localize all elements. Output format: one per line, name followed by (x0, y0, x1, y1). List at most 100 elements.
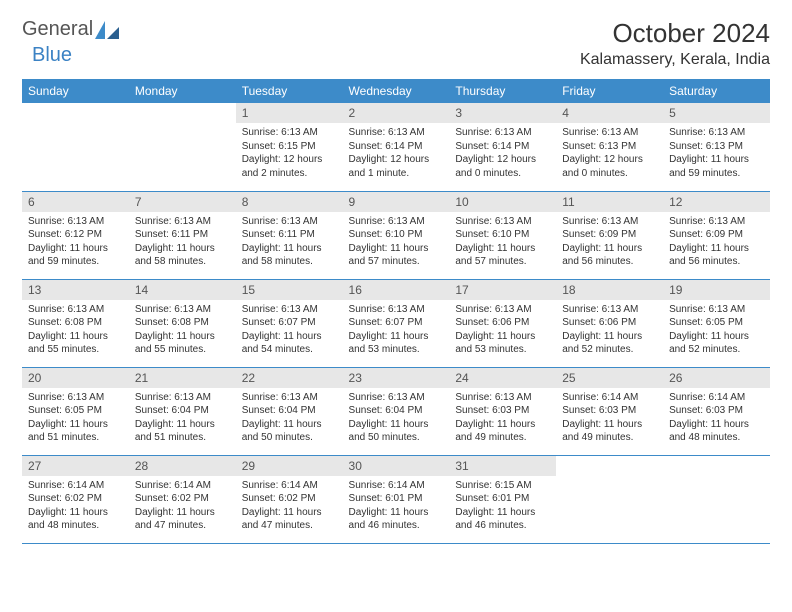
day-details: Sunrise: 6:13 AMSunset: 6:05 PMDaylight:… (663, 300, 770, 360)
weekday-thursday: Thursday (449, 79, 556, 103)
day-number: 28 (129, 456, 236, 476)
day-details: Sunrise: 6:13 AMSunset: 6:04 PMDaylight:… (236, 388, 343, 448)
day-number: 4 (556, 103, 663, 123)
day-cell-10: 10Sunrise: 6:13 AMSunset: 6:10 PMDayligh… (449, 191, 556, 279)
day-details: Sunrise: 6:14 AMSunset: 6:02 PMDaylight:… (22, 476, 129, 536)
day-number: 18 (556, 280, 663, 300)
brand-part1: General (22, 18, 93, 41)
brand-logo: General (22, 18, 121, 41)
weekday-wednesday: Wednesday (343, 79, 450, 103)
weekday-sunday: Sunday (22, 79, 129, 103)
day-details: Sunrise: 6:13 AMSunset: 6:10 PMDaylight:… (343, 212, 450, 272)
day-details: Sunrise: 6:14 AMSunset: 6:03 PMDaylight:… (663, 388, 770, 448)
weekday-friday: Friday (556, 79, 663, 103)
day-cell-2: 2Sunrise: 6:13 AMSunset: 6:14 PMDaylight… (343, 103, 450, 191)
day-details: Sunrise: 6:13 AMSunset: 6:12 PMDaylight:… (22, 212, 129, 272)
day-cell-1: 1Sunrise: 6:13 AMSunset: 6:15 PMDaylight… (236, 103, 343, 191)
day-cell-15: 15Sunrise: 6:13 AMSunset: 6:07 PMDayligh… (236, 279, 343, 367)
week-row: 20Sunrise: 6:13 AMSunset: 6:05 PMDayligh… (22, 367, 770, 455)
day-number: 29 (236, 456, 343, 476)
brand-sail-icon (95, 21, 119, 39)
day-details: Sunrise: 6:13 AMSunset: 6:05 PMDaylight:… (22, 388, 129, 448)
day-cell-9: 9Sunrise: 6:13 AMSunset: 6:10 PMDaylight… (343, 191, 450, 279)
day-number: 10 (449, 192, 556, 212)
day-cell-5: 5Sunrise: 6:13 AMSunset: 6:13 PMDaylight… (663, 103, 770, 191)
weekday-header: SundayMondayTuesdayWednesdayThursdayFrid… (22, 79, 770, 103)
day-number: 15 (236, 280, 343, 300)
day-number: 12 (663, 192, 770, 212)
day-details: Sunrise: 6:14 AMSunset: 6:02 PMDaylight:… (129, 476, 236, 536)
day-number: 2 (343, 103, 450, 123)
day-details: Sunrise: 6:13 AMSunset: 6:11 PMDaylight:… (236, 212, 343, 272)
month-title: October 2024 (580, 18, 770, 49)
day-cell-23: 23Sunrise: 6:13 AMSunset: 6:04 PMDayligh… (343, 367, 450, 455)
day-number: 5 (663, 103, 770, 123)
day-number: 3 (449, 103, 556, 123)
day-cell-12: 12Sunrise: 6:13 AMSunset: 6:09 PMDayligh… (663, 191, 770, 279)
day-details: Sunrise: 6:13 AMSunset: 6:11 PMDaylight:… (129, 212, 236, 272)
week-row: 6Sunrise: 6:13 AMSunset: 6:12 PMDaylight… (22, 191, 770, 279)
day-number: 11 (556, 192, 663, 212)
day-number: 14 (129, 280, 236, 300)
day-cell-28: 28Sunrise: 6:14 AMSunset: 6:02 PMDayligh… (129, 455, 236, 543)
day-number: 19 (663, 280, 770, 300)
weekday-saturday: Saturday (663, 79, 770, 103)
day-number: 21 (129, 368, 236, 388)
day-cell-7: 7Sunrise: 6:13 AMSunset: 6:11 PMDaylight… (129, 191, 236, 279)
calendar-table: SundayMondayTuesdayWednesdayThursdayFrid… (22, 79, 770, 544)
day-details: Sunrise: 6:14 AMSunset: 6:02 PMDaylight:… (236, 476, 343, 536)
empty-cell (129, 103, 236, 191)
day-number: 27 (22, 456, 129, 476)
day-cell-18: 18Sunrise: 6:13 AMSunset: 6:06 PMDayligh… (556, 279, 663, 367)
title-block: October 2024 Kalamassery, Kerala, India (580, 18, 770, 69)
calendar-body: 1Sunrise: 6:13 AMSunset: 6:15 PMDaylight… (22, 103, 770, 543)
brand-part2: Blue (32, 44, 72, 67)
empty-cell (556, 455, 663, 543)
day-details: Sunrise: 6:13 AMSunset: 6:07 PMDaylight:… (343, 300, 450, 360)
day-number: 9 (343, 192, 450, 212)
day-details: Sunrise: 6:13 AMSunset: 6:06 PMDaylight:… (449, 300, 556, 360)
day-details: Sunrise: 6:13 AMSunset: 6:09 PMDaylight:… (663, 212, 770, 272)
day-number: 16 (343, 280, 450, 300)
day-details: Sunrise: 6:14 AMSunset: 6:03 PMDaylight:… (556, 388, 663, 448)
day-number: 22 (236, 368, 343, 388)
day-number: 6 (22, 192, 129, 212)
empty-cell (22, 103, 129, 191)
day-number: 31 (449, 456, 556, 476)
day-details: Sunrise: 6:13 AMSunset: 6:04 PMDaylight:… (129, 388, 236, 448)
day-cell-19: 19Sunrise: 6:13 AMSunset: 6:05 PMDayligh… (663, 279, 770, 367)
day-cell-17: 17Sunrise: 6:13 AMSunset: 6:06 PMDayligh… (449, 279, 556, 367)
day-cell-20: 20Sunrise: 6:13 AMSunset: 6:05 PMDayligh… (22, 367, 129, 455)
day-cell-16: 16Sunrise: 6:13 AMSunset: 6:07 PMDayligh… (343, 279, 450, 367)
header: General October 2024 Kalamassery, Kerala… (22, 18, 770, 69)
day-cell-30: 30Sunrise: 6:14 AMSunset: 6:01 PMDayligh… (343, 455, 450, 543)
day-details: Sunrise: 6:13 AMSunset: 6:15 PMDaylight:… (236, 123, 343, 183)
day-details: Sunrise: 6:15 AMSunset: 6:01 PMDaylight:… (449, 476, 556, 536)
day-cell-8: 8Sunrise: 6:13 AMSunset: 6:11 PMDaylight… (236, 191, 343, 279)
weekday-tuesday: Tuesday (236, 79, 343, 103)
day-number: 7 (129, 192, 236, 212)
week-row: 1Sunrise: 6:13 AMSunset: 6:15 PMDaylight… (22, 103, 770, 191)
day-cell-24: 24Sunrise: 6:13 AMSunset: 6:03 PMDayligh… (449, 367, 556, 455)
location: Kalamassery, Kerala, India (580, 51, 770, 69)
day-number: 30 (343, 456, 450, 476)
day-number: 23 (343, 368, 450, 388)
day-number: 24 (449, 368, 556, 388)
day-cell-21: 21Sunrise: 6:13 AMSunset: 6:04 PMDayligh… (129, 367, 236, 455)
day-number: 25 (556, 368, 663, 388)
day-cell-22: 22Sunrise: 6:13 AMSunset: 6:04 PMDayligh… (236, 367, 343, 455)
day-number: 17 (449, 280, 556, 300)
day-details: Sunrise: 6:13 AMSunset: 6:14 PMDaylight:… (343, 123, 450, 183)
day-details: Sunrise: 6:13 AMSunset: 6:14 PMDaylight:… (449, 123, 556, 183)
empty-cell (663, 455, 770, 543)
day-cell-13: 13Sunrise: 6:13 AMSunset: 6:08 PMDayligh… (22, 279, 129, 367)
day-number: 13 (22, 280, 129, 300)
day-details: Sunrise: 6:13 AMSunset: 6:04 PMDaylight:… (343, 388, 450, 448)
day-number: 8 (236, 192, 343, 212)
day-cell-26: 26Sunrise: 6:14 AMSunset: 6:03 PMDayligh… (663, 367, 770, 455)
day-cell-29: 29Sunrise: 6:14 AMSunset: 6:02 PMDayligh… (236, 455, 343, 543)
day-cell-31: 31Sunrise: 6:15 AMSunset: 6:01 PMDayligh… (449, 455, 556, 543)
week-row: 13Sunrise: 6:13 AMSunset: 6:08 PMDayligh… (22, 279, 770, 367)
day-cell-25: 25Sunrise: 6:14 AMSunset: 6:03 PMDayligh… (556, 367, 663, 455)
day-cell-3: 3Sunrise: 6:13 AMSunset: 6:14 PMDaylight… (449, 103, 556, 191)
